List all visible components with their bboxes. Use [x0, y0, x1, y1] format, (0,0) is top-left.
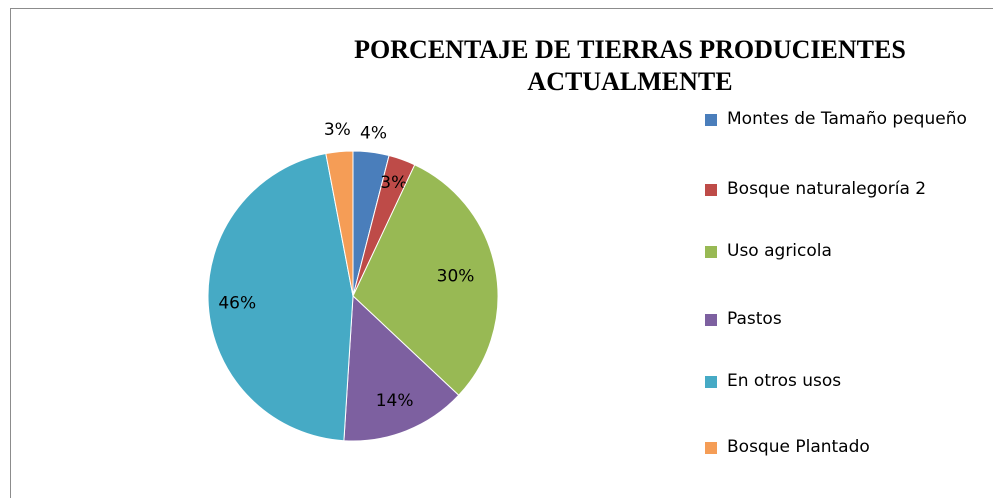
- data-label: 3%: [380, 173, 407, 193]
- legend-label: En otros usos: [727, 371, 842, 391]
- legend-entry: Montes de Tamaño pequeño: [705, 106, 975, 132]
- legend-label: Montes de Tamaño pequeño: [727, 109, 967, 129]
- legend-entry: Uso agricola: [705, 238, 975, 264]
- legend-label: Uso agricola: [727, 241, 832, 261]
- legend-label: Pastos: [727, 309, 782, 329]
- pie-slice: [325, 150, 354, 297]
- data-label: 30%: [437, 266, 475, 286]
- data-label: 3%: [324, 120, 351, 140]
- legend-swatch: [705, 246, 717, 258]
- chart-frame: [10, 8, 993, 498]
- chart-title: PORCENTAJE DE TIERRAS PRODUCIENTES ACTUA…: [354, 35, 906, 96]
- pie-slice: [207, 152, 354, 442]
- legend-label: Bosque naturalegoría 2: [727, 179, 927, 199]
- legend-swatch: [705, 184, 717, 196]
- legend-swatch: [705, 376, 717, 388]
- legend-swatch: [705, 314, 717, 326]
- legend-entry: Bosque naturalegoría 2: [705, 176, 975, 202]
- legend-entry: Pastos: [705, 306, 975, 332]
- pie-slice: [343, 294, 460, 442]
- legend-label: Bosque Plantado: [727, 437, 870, 457]
- legend-entry: En otros usos: [705, 368, 975, 394]
- legend-swatch: [705, 114, 717, 126]
- legend-entry: Bosque Plantado: [705, 434, 975, 460]
- data-label: 14%: [376, 391, 414, 411]
- data-label: 4%: [360, 123, 387, 143]
- legend-swatch: [705, 442, 717, 454]
- data-label: 46%: [218, 293, 256, 313]
- pie-slice: [352, 164, 499, 396]
